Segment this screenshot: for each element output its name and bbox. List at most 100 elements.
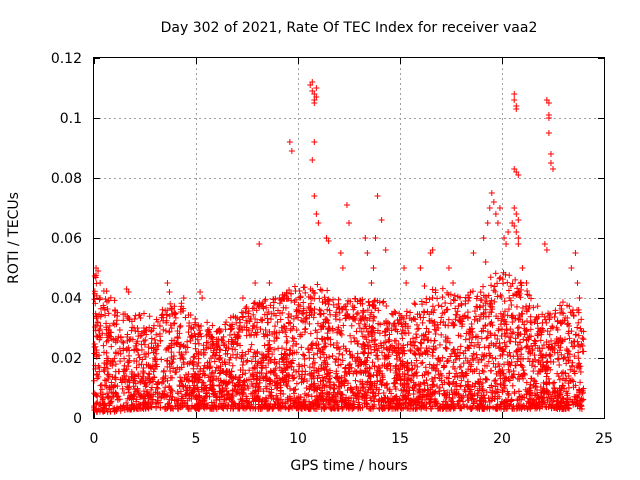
chart-title: Day 302 of 2021, Rate Of TEC Index for r… <box>161 20 538 36</box>
data-point <box>552 307 559 314</box>
data-point <box>414 363 421 370</box>
data-point <box>523 337 530 344</box>
data-point <box>491 283 498 290</box>
data-point <box>492 377 499 384</box>
data-point <box>506 360 513 367</box>
data-point <box>293 349 300 356</box>
data-point <box>338 331 345 338</box>
data-point <box>565 330 572 337</box>
data-point <box>187 337 194 344</box>
data-point <box>230 405 237 412</box>
data-point <box>550 380 557 387</box>
data-point <box>190 389 197 396</box>
data-point <box>578 316 585 323</box>
data-point <box>325 238 332 244</box>
data-point <box>450 401 457 408</box>
data-point <box>386 347 393 354</box>
data-point <box>121 355 128 362</box>
data-point <box>104 390 111 397</box>
data-point <box>471 308 478 315</box>
data-point <box>281 359 288 366</box>
data-point <box>197 397 204 404</box>
data-point <box>254 360 261 367</box>
data-point <box>174 364 181 371</box>
data-point <box>317 311 324 318</box>
data-point <box>458 377 465 384</box>
data-point <box>329 352 336 359</box>
data-point <box>481 352 488 359</box>
data-point <box>361 358 368 365</box>
data-point <box>426 345 433 352</box>
data-point <box>194 363 201 370</box>
data-point <box>528 362 535 369</box>
data-point <box>426 399 433 406</box>
data-point <box>120 317 127 324</box>
data-point <box>304 378 311 385</box>
data-point <box>405 405 412 412</box>
data-point <box>192 333 199 340</box>
data-point <box>416 402 423 409</box>
data-point <box>362 369 369 376</box>
data-point <box>556 347 563 354</box>
data-point <box>277 316 284 323</box>
data-point <box>251 332 258 339</box>
data-point <box>521 371 528 378</box>
data-point <box>471 343 478 350</box>
data-point <box>135 328 142 335</box>
data-point <box>93 351 100 358</box>
data-point <box>336 316 343 323</box>
data-point <box>563 346 570 353</box>
data-point <box>362 388 369 395</box>
data-point <box>100 342 107 349</box>
data-point <box>532 383 539 390</box>
data-point <box>450 359 457 366</box>
data-point <box>545 115 552 121</box>
data-point <box>452 311 459 318</box>
data-point <box>431 337 438 344</box>
data-point <box>311 139 318 145</box>
data-point <box>523 308 530 315</box>
data-point <box>386 320 393 327</box>
data-point <box>411 349 418 356</box>
data-point <box>438 377 445 384</box>
data-point <box>531 400 538 407</box>
data-point <box>330 394 337 401</box>
data-point <box>183 376 190 383</box>
data-point <box>268 310 275 317</box>
data-point <box>474 354 481 361</box>
data-point <box>111 321 118 328</box>
data-point <box>347 401 354 408</box>
data-point <box>199 379 206 386</box>
tick-layer: 0 5 10 15 20 25 0 0.02 0.04 0.06 0.08 0.1 0.12 <box>51 51 613 447</box>
data-point <box>368 397 375 404</box>
data-point <box>439 285 446 292</box>
data-point <box>411 300 418 307</box>
data-point <box>93 400 100 407</box>
data-point <box>97 280 104 286</box>
data-point <box>366 315 373 322</box>
data-point <box>191 330 198 337</box>
data-point <box>206 385 213 392</box>
data-point <box>168 337 175 344</box>
data-point <box>346 220 352 226</box>
data-point <box>327 379 334 386</box>
data-point <box>243 332 250 339</box>
data-point <box>320 323 327 330</box>
data-point <box>289 334 296 341</box>
data-point <box>138 393 145 400</box>
data-point <box>253 392 260 399</box>
data-point <box>121 389 128 396</box>
data-point <box>200 346 207 353</box>
data-point <box>125 344 132 351</box>
data-point <box>445 357 452 364</box>
data-point <box>412 301 419 308</box>
data-point <box>296 294 303 301</box>
data-point <box>314 403 321 410</box>
data-point <box>403 380 410 387</box>
data-point <box>311 380 318 387</box>
data-point <box>134 338 141 345</box>
data-point <box>553 402 560 409</box>
data-point <box>182 349 189 356</box>
data-point <box>307 401 314 408</box>
data-point <box>229 398 236 405</box>
